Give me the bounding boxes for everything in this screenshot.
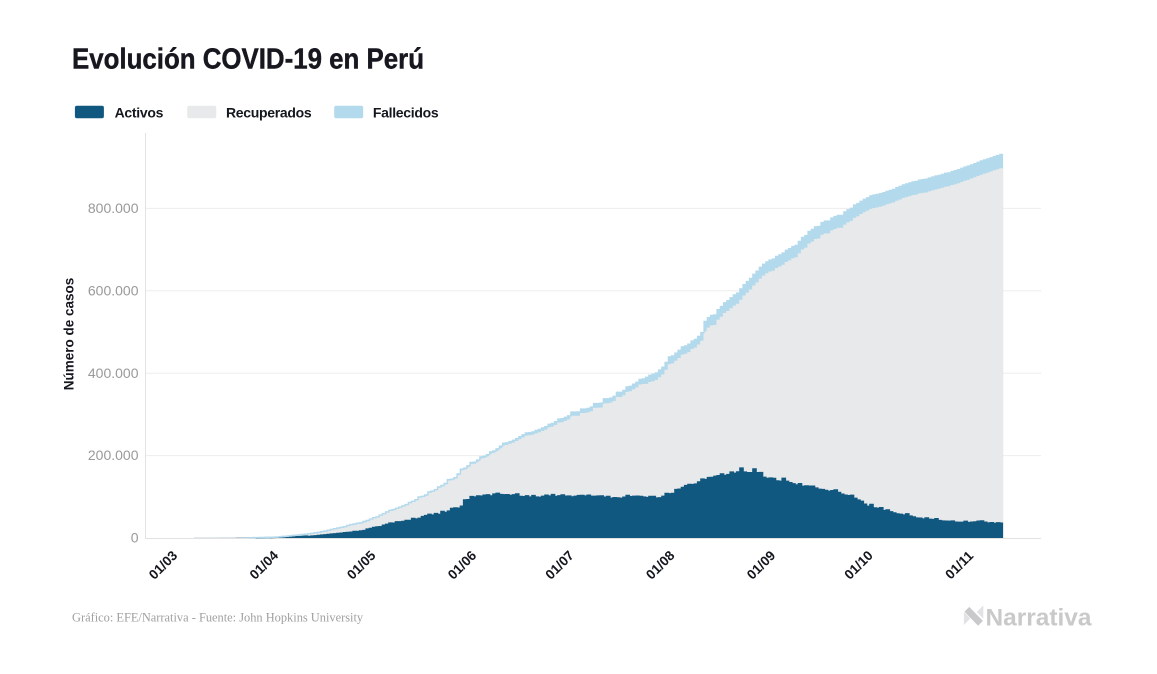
svg-text:Número de casos: Número de casos <box>62 278 77 391</box>
svg-text:Activos: Activos <box>115 104 164 120</box>
svg-text:Recuperados: Recuperados <box>226 104 312 120</box>
svg-text:200.000: 200.000 <box>88 447 139 463</box>
svg-text:Narrativa: Narrativa <box>986 605 1092 632</box>
svg-text:600.000: 600.000 <box>88 282 139 298</box>
svg-text:Fallecidos: Fallecidos <box>373 104 439 120</box>
svg-text:800.000: 800.000 <box>88 200 139 216</box>
svg-text:Evolución COVID-19 en Perú: Evolución COVID-19 en Perú <box>72 44 424 76</box>
svg-text:Gráfico: EFE/Narrativa - Fuent: Gráfico: EFE/Narrativa - Fuente: John Ho… <box>72 611 364 625</box>
svg-text:0: 0 <box>131 530 139 546</box>
svg-text:400.000: 400.000 <box>88 365 139 381</box>
